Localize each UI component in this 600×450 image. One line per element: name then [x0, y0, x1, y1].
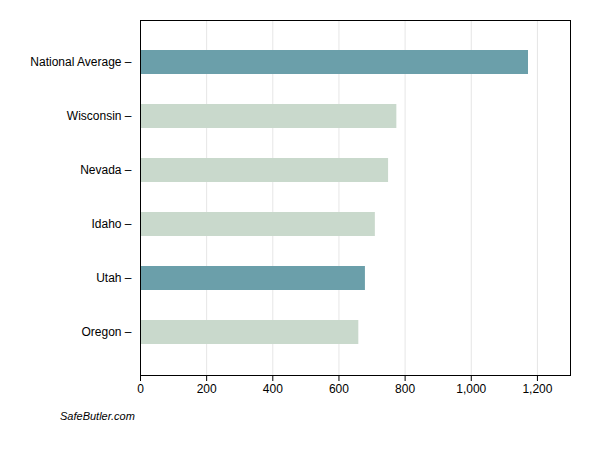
- svg-text:0: 0: [137, 382, 144, 396]
- svg-text:Nevada –: Nevada –: [80, 163, 132, 177]
- svg-text:1,000: 1,000: [456, 382, 486, 396]
- svg-text:800: 800: [395, 382, 415, 396]
- svg-text:600: 600: [329, 382, 349, 396]
- svg-text:Utah –: Utah –: [96, 271, 132, 285]
- svg-text:Wisconsin –: Wisconsin –: [67, 109, 132, 123]
- svg-text:1,200: 1,200: [522, 382, 552, 396]
- svg-text:200: 200: [197, 382, 217, 396]
- svg-text:400: 400: [263, 382, 283, 396]
- svg-text:National Average –: National Average –: [30, 55, 132, 69]
- html-text:SafeButler.com: SafeButler.com: [60, 410, 135, 422]
- svg-text:Idaho –: Idaho –: [91, 217, 131, 231]
- svg-text:Oregon –: Oregon –: [81, 325, 131, 339]
